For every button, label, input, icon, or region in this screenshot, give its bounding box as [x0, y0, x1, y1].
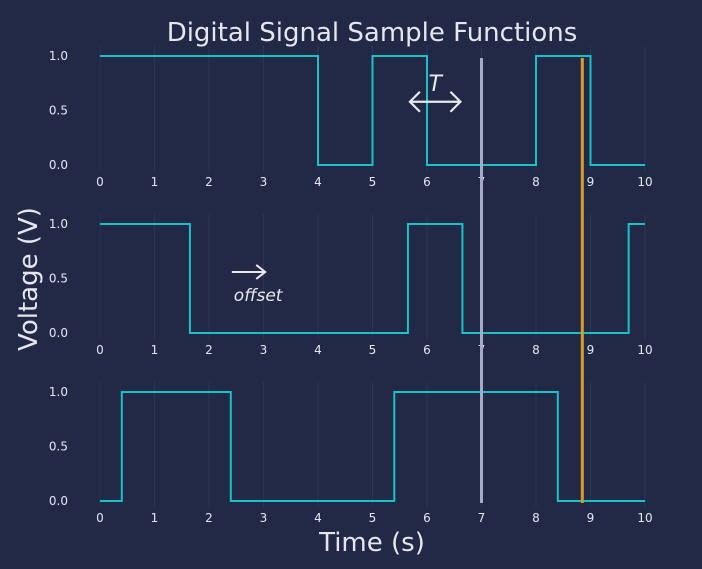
- offset-annotation: offset: [231, 264, 284, 306]
- x-tick-label: 3: [260, 343, 268, 357]
- signal-series-3: [100, 391, 645, 502]
- x-tick-label: 4: [314, 175, 322, 189]
- vertical-markers: [480, 58, 584, 503]
- x-tick-label: 5: [369, 175, 377, 189]
- panels: 0.00.51.00123456789100.00.51.00123456789…: [49, 46, 653, 525]
- x-tick-label: 2: [205, 511, 213, 525]
- y-tick-label: 0.5: [49, 440, 68, 454]
- x-tick-label: 5: [369, 343, 377, 357]
- y-tick-label: 0.0: [49, 326, 68, 340]
- x-tick-label: 6: [423, 343, 431, 357]
- panel-3: 0.0 0.5 1.0 0 1 2 3 4 5 6 7 8 9 10: [49, 382, 653, 525]
- x-tick-label: 9: [587, 511, 595, 525]
- x-tick-label: 9: [587, 175, 595, 189]
- x-tick-label: 10: [637, 175, 652, 189]
- chart-title: Digital Signal Sample Functions: [167, 18, 578, 48]
- x-tick-label: 10: [637, 343, 652, 357]
- x-tick-label: 1: [151, 511, 159, 525]
- x-tick-label: 0: [96, 511, 104, 525]
- y-tick-label: 1.0: [49, 49, 68, 63]
- period-arrow-head-left: [408, 91, 421, 113]
- x-tick-label: 6: [423, 511, 431, 525]
- x-tick-label: 0: [96, 343, 104, 357]
- period-label: T: [428, 72, 443, 97]
- x-tick-label: 1: [151, 175, 159, 189]
- signal-series-1: [100, 55, 645, 166]
- x-tick-label: 0: [96, 175, 104, 189]
- y-tick-label: 1.0: [49, 385, 68, 399]
- signal-series-2: [100, 223, 645, 334]
- x-tick-label: 7: [478, 511, 486, 525]
- x-tick-label: 6: [423, 175, 431, 189]
- x-tick-label: 1: [151, 343, 159, 357]
- x-tick-label: 4: [314, 511, 322, 525]
- x-tick-label: 8: [532, 343, 540, 357]
- x-tick-label: 5: [369, 511, 377, 525]
- period-arrow-head-right: [449, 91, 462, 113]
- y-tick-label: 0.0: [49, 158, 68, 172]
- y-tick-label: 1.0: [49, 217, 68, 231]
- y-axis-label: Voltage (V): [14, 207, 44, 351]
- x-tick-label: 3: [260, 511, 268, 525]
- x-axis-label: Time (s): [318, 528, 425, 558]
- offset-arrow-head: [255, 264, 267, 280]
- x-tick-label: 8: [532, 511, 540, 525]
- x-tick-label: 4: [314, 343, 322, 357]
- offset-label: offset: [234, 286, 284, 306]
- x-tick-label: 10: [637, 511, 652, 525]
- x-tick-label: 2: [205, 343, 213, 357]
- x-tick-label: 9: [587, 343, 595, 357]
- period-annotation: T: [408, 72, 462, 113]
- y-tick-label: 0.5: [49, 272, 68, 286]
- y-tick-label: 0.0: [49, 494, 68, 508]
- x-tick-label: 3: [260, 175, 268, 189]
- x-tick-label: 8: [532, 175, 540, 189]
- y-tick-label: 0.5: [49, 104, 68, 118]
- x-tick-label: 2: [205, 175, 213, 189]
